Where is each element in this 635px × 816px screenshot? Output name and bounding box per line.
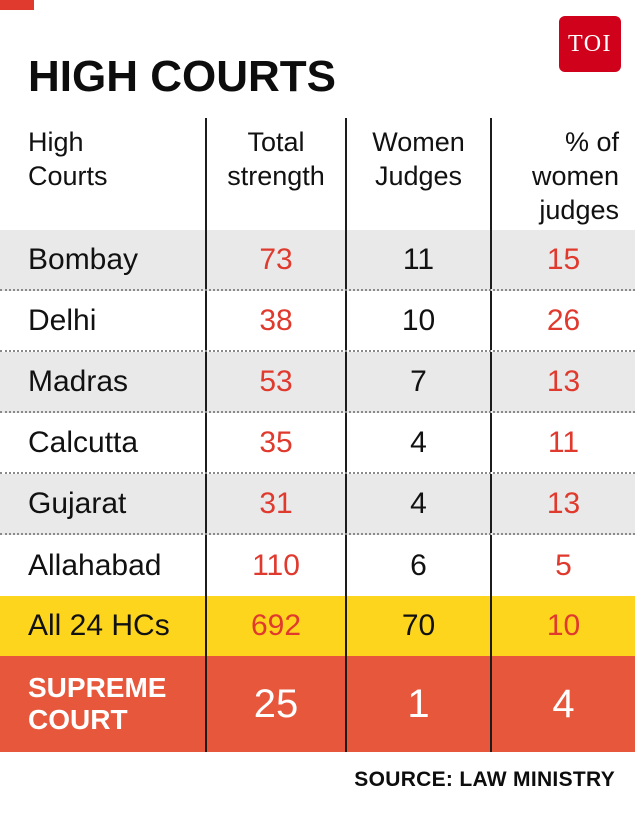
toi-logo-text: TOI: [567, 30, 613, 57]
table-row-all-24-hcs: All 24 HCs 692 70 10: [0, 596, 635, 657]
header-women-judges: Women Judges: [345, 118, 490, 231]
header-high-courts: High Courts: [28, 127, 108, 191]
women-judges-value: 70: [345, 596, 490, 657]
source-credit: SOURCE: LAW MINISTRY: [354, 768, 615, 792]
total-strength-value: 53: [205, 352, 345, 412]
total-strength-value: 38: [205, 291, 345, 351]
pct-women-value: 10: [490, 596, 635, 657]
table-row-gujarat: Gujarat 31 4 13: [0, 474, 635, 536]
table-row-madras: Madras 53 7 13: [0, 352, 635, 414]
table-row-delhi: Delhi 38 10 26: [0, 291, 635, 353]
women-judges-value: 1: [345, 656, 490, 753]
women-judges-value: 7: [345, 352, 490, 412]
women-judges-value: 4: [345, 413, 490, 473]
pct-women-value: 5: [490, 535, 635, 597]
header-pct-women-judges: % of women judges: [490, 118, 635, 231]
row-name: All 24 HCs: [28, 609, 170, 643]
women-judges-value: 4: [345, 474, 490, 534]
row-name: Allahabad: [28, 548, 162, 582]
total-strength-value: 73: [205, 230, 345, 290]
row-name: SUPREME COURT: [28, 672, 167, 736]
page-title: HIGH COURTS: [28, 52, 336, 101]
high-courts-table: High Courts Total strength Women Judges …: [0, 118, 635, 753]
total-strength-value: 31: [205, 474, 345, 534]
table-row-calcutta: Calcutta 35 4 11: [0, 413, 635, 475]
women-judges-value: 6: [345, 535, 490, 597]
table-row-bombay: Bombay 73 11 15: [0, 230, 635, 292]
row-name: Gujarat: [28, 486, 127, 520]
row-name: Calcutta: [28, 425, 139, 459]
total-strength-value: 110: [205, 535, 345, 597]
row-name: Delhi: [28, 303, 97, 337]
row-name: Madras: [28, 364, 129, 398]
total-strength-value: 692: [205, 596, 345, 657]
total-strength-value: 35: [205, 413, 345, 473]
toi-logo: TOI: [559, 16, 621, 72]
table-row-allahabad: Allahabad 110 6 5: [0, 535, 635, 597]
pct-women-value: 13: [490, 352, 635, 412]
header-total-strength: Total strength: [205, 118, 345, 231]
pct-women-value: 4: [490, 656, 635, 753]
pct-women-value: 13: [490, 474, 635, 534]
women-judges-value: 11: [345, 230, 490, 290]
pct-women-value: 26: [490, 291, 635, 351]
pct-women-value: 11: [490, 413, 635, 473]
row-name: Bombay: [28, 242, 139, 276]
pct-women-value: 15: [490, 230, 635, 290]
total-strength-value: 25: [205, 656, 345, 753]
women-judges-value: 10: [345, 291, 490, 351]
table-row-supreme-court: SUPREME COURT 25 1 4: [0, 656, 635, 753]
corner-accent: [0, 0, 34, 10]
table-header-row: High Courts Total strength Women Judges …: [0, 118, 635, 231]
